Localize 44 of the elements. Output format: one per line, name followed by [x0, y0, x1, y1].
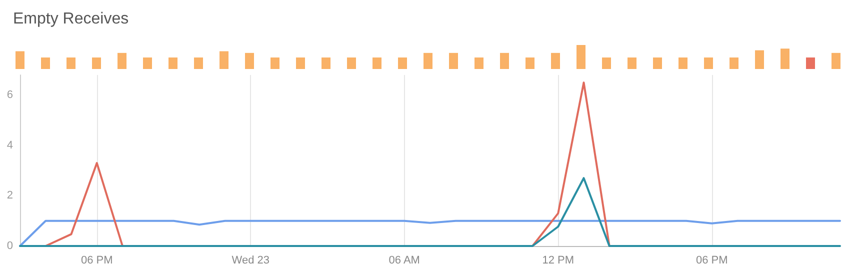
bar: [66, 57, 76, 69]
bar: [628, 57, 636, 69]
y-tick-label: 6: [6, 89, 13, 102]
bar: [296, 57, 305, 69]
bar: [755, 50, 764, 69]
y-tick-label: 0: [6, 240, 13, 252]
x-tick-label: 06 PM: [80, 254, 113, 266]
bar: [143, 57, 152, 69]
x-tick-label: 12 PM: [542, 254, 574, 266]
bar: [704, 57, 713, 69]
bar: [92, 57, 101, 69]
bar: [168, 57, 178, 69]
bar: [322, 57, 330, 69]
bar: [424, 52, 432, 69]
bar: [16, 51, 24, 69]
bar: [832, 52, 840, 69]
bar: [500, 52, 509, 69]
bar: [551, 52, 560, 69]
bar: [653, 57, 662, 69]
bar: [730, 57, 738, 69]
x-tick-label: 06 AM: [388, 254, 420, 266]
bar: [194, 57, 203, 69]
bar: [449, 52, 458, 69]
bar: [806, 57, 815, 69]
chart-title: Empty Receives: [13, 10, 129, 28]
line-series: [19, 220, 841, 247]
bar: [474, 57, 484, 69]
bar: [398, 57, 407, 69]
y-tick-label: 4: [6, 139, 13, 152]
bar: [526, 57, 534, 69]
bar: [602, 57, 611, 69]
y-tick-label: 2: [6, 190, 13, 202]
bar: [372, 57, 382, 69]
bar: [678, 57, 688, 69]
bar: [270, 57, 280, 69]
bar: [576, 45, 586, 69]
bar: [220, 51, 228, 69]
bar: [780, 48, 790, 69]
bar: [41, 57, 50, 69]
bar: [245, 52, 254, 69]
bar: [347, 57, 356, 69]
x-tick-label: Wed 23: [232, 254, 270, 266]
x-tick-label: 06 PM: [696, 254, 728, 266]
bar: [118, 52, 126, 69]
